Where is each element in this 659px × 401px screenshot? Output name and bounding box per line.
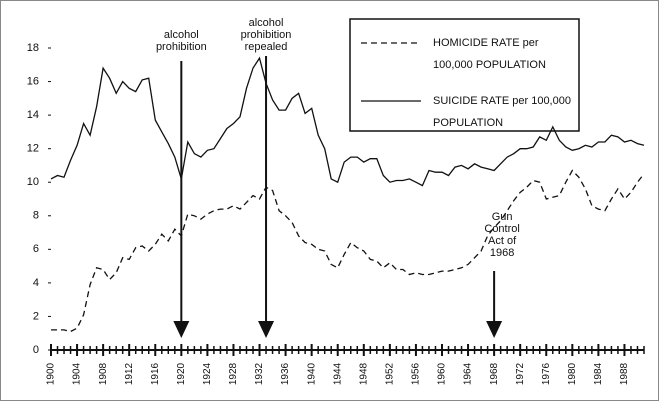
x-tick-label: 1952 xyxy=(384,362,395,385)
x-tick-label: 1908 xyxy=(98,362,109,385)
annotation-label: Gun Control Act of 1968 xyxy=(484,211,520,259)
x-tick-label: 1944 xyxy=(332,362,343,385)
y-tick-label: 2 xyxy=(33,310,39,322)
annotation-label: alcohol prohibition repealed xyxy=(240,17,292,53)
y-tick-label: 16 xyxy=(27,75,39,87)
x-tick-label: 1980 xyxy=(567,362,578,385)
annotation-arrowhead xyxy=(173,321,190,338)
x-tick-label: 1928 xyxy=(228,362,239,385)
y-tick-label: 12 xyxy=(27,143,39,155)
x-tick-label: 1904 xyxy=(72,362,83,385)
x-tick-label: 1984 xyxy=(593,362,604,385)
y-tick-label: 18 xyxy=(27,42,39,54)
x-tick-label: 1960 xyxy=(437,362,448,385)
x-tick-label: 1912 xyxy=(124,362,135,385)
annotation-arrowhead xyxy=(258,321,275,338)
x-tick-label: 1920 xyxy=(176,362,187,385)
legend-label: SUICIDE RATE per 100,000 POPULATION xyxy=(433,95,571,129)
x-tick-label: 1940 xyxy=(306,362,317,385)
x-tick-label: 1916 xyxy=(150,362,161,385)
y-tick-label: 6 xyxy=(33,243,39,255)
series-line xyxy=(51,169,645,333)
y-tick-label: 14 xyxy=(27,109,39,121)
legend-box xyxy=(349,18,580,132)
annotation-arrowhead xyxy=(486,321,503,338)
x-tick-label: 1968 xyxy=(489,362,500,385)
x-tick-label: 1976 xyxy=(541,362,552,385)
x-tick-label: 1936 xyxy=(280,362,291,385)
legend-label: HOMICIDE RATE per 100,000 POPULATION xyxy=(433,37,546,71)
x-tick-label: 1948 xyxy=(358,362,369,385)
y-tick-label: 8 xyxy=(33,210,39,222)
x-tick-label: 1900 xyxy=(46,362,57,385)
y-tick-label: 10 xyxy=(27,176,39,188)
x-tick-label: 1924 xyxy=(202,362,213,385)
annotation-label: alcohol prohibition xyxy=(155,29,207,53)
x-tick-label: 1988 xyxy=(619,362,630,385)
series-line xyxy=(50,56,645,187)
y-tick-label: 4 xyxy=(33,277,39,289)
x-tick-label: 1956 xyxy=(411,362,422,385)
x-tick-label: 1932 xyxy=(254,362,265,385)
y-tick-label: 0 xyxy=(33,344,39,356)
x-tick-label: 1964 xyxy=(463,362,474,385)
x-tick-label: 1972 xyxy=(515,362,526,385)
